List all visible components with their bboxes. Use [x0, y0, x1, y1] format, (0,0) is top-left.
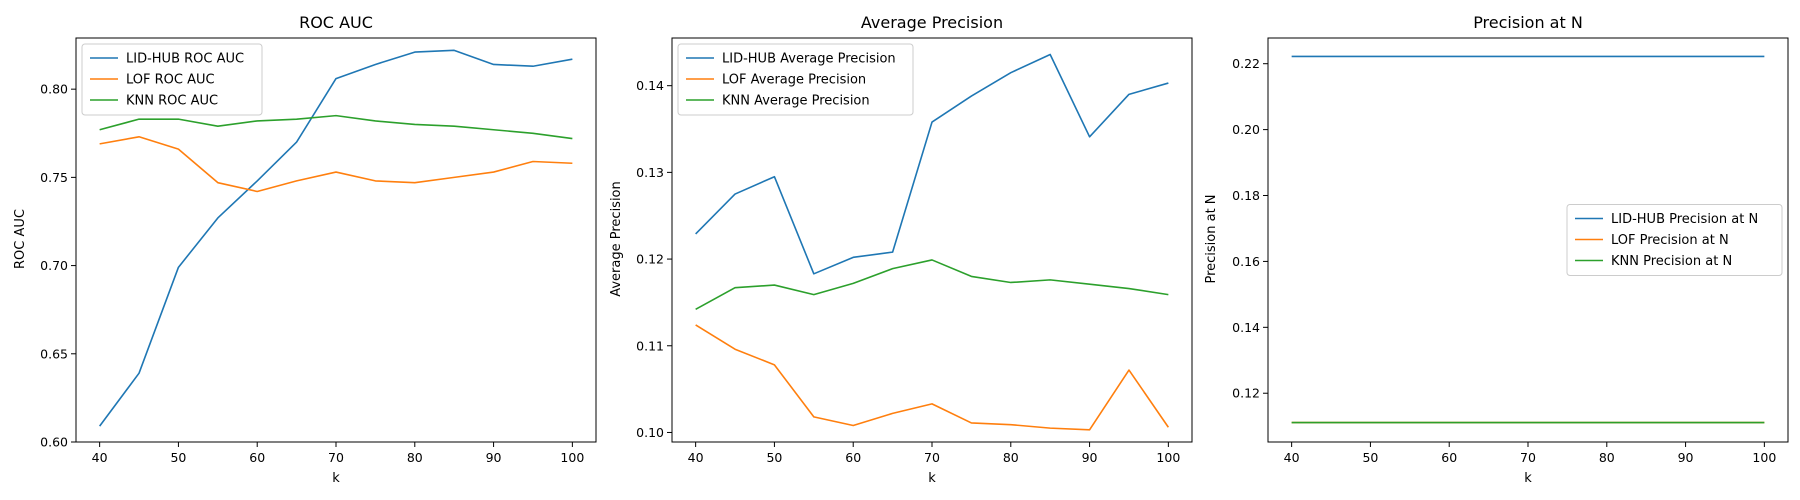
legend: LID-HUB ROC AUC LOF ROC AUC KNN ROC AUC [81, 43, 263, 116]
chart-title: ROC AUC [299, 13, 373, 32]
x-tick-label: 70 [1520, 450, 1536, 465]
x-tick-label: 70 [328, 450, 344, 465]
legend-label: KNN Precision at N [1611, 254, 1732, 269]
legend-label: LOF Average Precision [722, 73, 866, 88]
legend: LID-HUB Average Precision LOF Average Pre… [677, 43, 914, 116]
legend-frame [81, 43, 263, 116]
x-tick-label: 40 [1284, 450, 1300, 465]
plot-area: 40 50 60 70 80 90 100 0.10 0.11 0.12 0.13 0.14 LID-H… [636, 37, 1193, 465]
series-line [695, 324, 1170, 431]
x-tick-label: 70 [924, 450, 940, 465]
y-tick-label: 0.60 [40, 435, 68, 450]
x-tick-label: 40 [688, 450, 704, 465]
x-tick-label: 50 [766, 450, 782, 465]
x-tick-label: 90 [1678, 450, 1694, 465]
x-tick-label: 90 [486, 450, 502, 465]
series-group [98, 49, 573, 427]
y-tick-label: 0.18 [1232, 188, 1260, 203]
y-tick-label: 0.13 [636, 165, 664, 180]
y-axis-label: Average Precision [609, 181, 624, 297]
legend-label: LOF ROC AUC [126, 73, 215, 88]
legend-frame [1566, 204, 1783, 276]
legend-label: KNN ROC AUC [126, 94, 218, 109]
x-axis-label: k [332, 471, 340, 486]
y-tick-label: 0.65 [40, 346, 68, 361]
chart-title: Average Precision [861, 13, 1003, 32]
x-tick-label: 100 [560, 450, 584, 465]
x-tick-label: 60 [1441, 450, 1457, 465]
x-tick-label: 80 [1599, 450, 1615, 465]
y-tick-label: 0.75 [40, 170, 68, 185]
plot-area: 40 50 60 70 80 90 100 0.12 0.14 0.16 0.18 0.20 0.22 L… [1232, 37, 1789, 465]
legend-label: LOF Precision at N [1611, 233, 1729, 248]
x-tick-label: 60 [249, 450, 265, 465]
y-tick-label: 0.12 [1232, 386, 1260, 401]
series-group [1291, 55, 1765, 424]
x-tick-label: 50 [170, 450, 186, 465]
x-axis-label: k [1524, 471, 1532, 486]
legend-label: LID-HUB ROC AUC [126, 52, 244, 67]
x-tick-label: 80 [407, 450, 423, 465]
y-tick-label: 0.14 [1232, 320, 1260, 335]
legend-label: KNN Average Precision [722, 94, 870, 109]
series-line [99, 114, 573, 140]
x-axis-label: k [928, 471, 936, 486]
y-tick-label: 0.20 [1232, 122, 1260, 137]
series-line [98, 49, 573, 427]
chart-title: Precision at N [1473, 13, 1583, 32]
series-group [695, 53, 1170, 431]
legend-label: LID-HUB Average Precision [722, 52, 896, 67]
subplot-average-precision: Average Precision k Average Precision [609, 13, 1003, 486]
subplot-roc-auc: ROC AUC k ROC AUC [13, 13, 373, 486]
x-tick-label: 80 [1003, 450, 1019, 465]
series-line [695, 259, 1169, 311]
y-tick-label: 0.12 [636, 252, 664, 267]
series-line [695, 53, 1169, 275]
y-axis-label: ROC AUC [13, 209, 28, 269]
y-tick-label: 0.14 [636, 78, 664, 93]
y-axis-label: Precision at N [1204, 194, 1219, 283]
legend-frame [677, 43, 914, 116]
x-tick-label: 100 [1752, 450, 1776, 465]
x-tick-label: 90 [1082, 450, 1098, 465]
y-tick-label: 0.10 [636, 425, 664, 440]
axes-frame [75, 37, 597, 443]
series-line [99, 135, 573, 193]
subplot-precision-at-n: Precision at N k Precision at N [1204, 13, 1583, 486]
plot-area: 40 50 60 70 80 90 100 0.60 0.65 0.70 0.75 0.80 LID-H… [40, 37, 597, 465]
y-tick-label: 0.11 [636, 338, 664, 353]
axes-frame [671, 37, 1193, 443]
x-tick-label: 40 [92, 450, 108, 465]
legend-label: LID-HUB Precision at N [1611, 212, 1758, 227]
x-tick-label: 50 [1362, 450, 1378, 465]
x-tick-label: 60 [845, 450, 861, 465]
y-tick-label: 0.16 [1232, 254, 1260, 269]
legend: LID-HUB Precision at N LOF Precision at N… [1566, 204, 1783, 276]
y-tick-label: 0.70 [40, 258, 68, 273]
x-tick-label: 100 [1156, 450, 1180, 465]
axes-frame [1267, 37, 1789, 443]
y-tick-label: 0.22 [1232, 56, 1260, 71]
y-tick-label: 0.80 [40, 82, 68, 97]
